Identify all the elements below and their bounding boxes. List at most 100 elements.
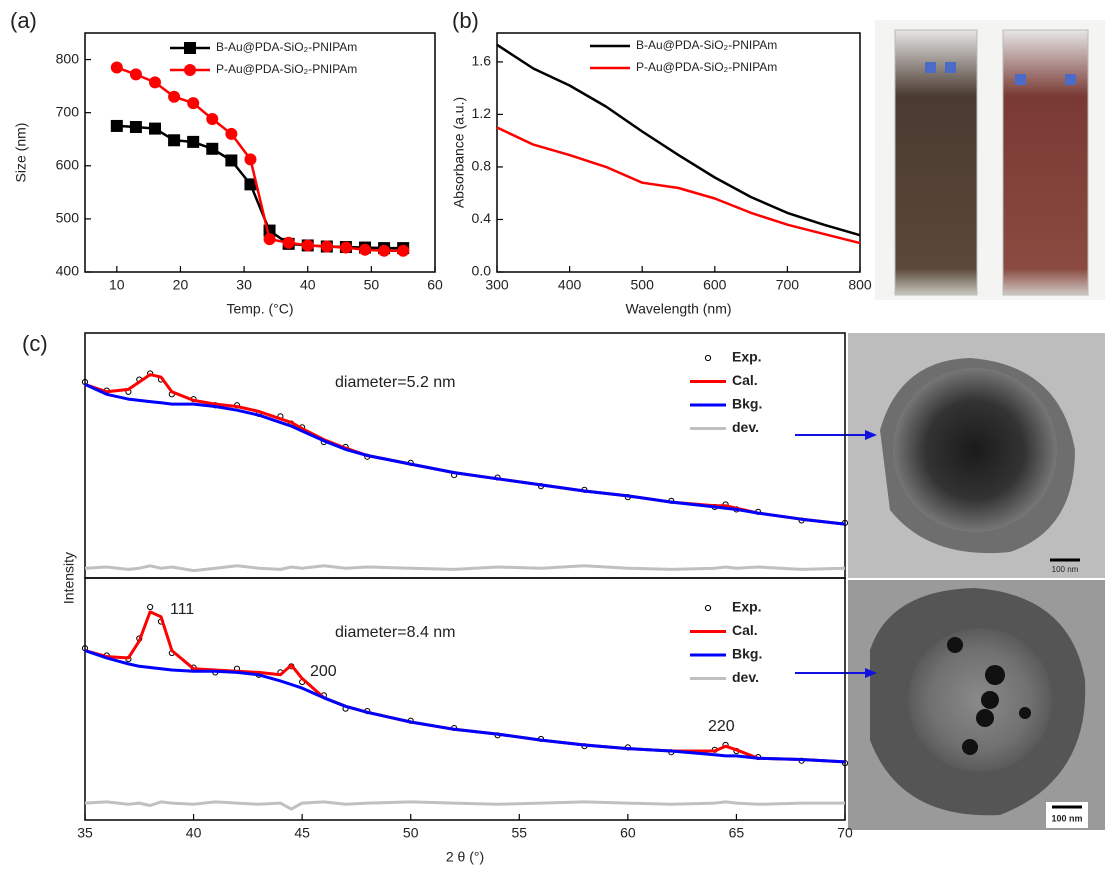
series-line [84,800,845,811]
legend-label: Bkg. [732,646,762,662]
x-tick-label: 20 [173,277,189,293]
annotation: diameter=5.2 nm [335,374,456,391]
x-tick-label: 45 [294,825,310,841]
series-line [84,383,846,526]
x-tick-label: 50 [364,277,380,293]
marker [244,153,257,166]
marker [184,42,196,54]
marker [129,121,142,134]
y-tick-label: 0.0 [472,263,492,279]
x-tick-label: 400 [558,277,582,293]
annotation: 200 [310,663,337,680]
marker [110,61,123,74]
series-line [116,124,404,250]
legend-label: Exp. [732,349,762,365]
marker [206,113,219,126]
cuvette [894,29,978,296]
legend-label: Cal. [732,622,758,638]
annotation: 111 [170,601,194,618]
chart: 0.0 0.4 0.8 1.2 1.6 300 400 500 600 700 800 (b) Wave… [451,8,872,317]
legend-label: P-Au@PDA-SiO₂-PNIPAm [216,62,357,76]
series-line [116,66,404,253]
particle-core [908,628,1052,772]
x-tick-label: 60 [427,277,443,293]
marker-square [1065,74,1076,85]
marker [282,236,295,249]
marker [339,241,352,254]
plot-frame [496,32,861,273]
marker [704,354,712,362]
marker-square [925,62,936,73]
marker [147,603,154,611]
x-tick-label: 30 [236,277,252,293]
legend-label: B-Au@PDA-SiO₂-PNIPAm [636,38,777,52]
legend-label: Bkg. [732,396,762,412]
marker [110,119,123,132]
marker-square [945,62,956,73]
y-axis-label: Size (nm) [13,123,29,183]
chart: 35 40 45 50 55 60 65 70 2 θ (°) diameter=8.4 nm 11… [77,577,853,865]
au-particle [962,739,978,755]
marker [187,97,200,110]
y-tick-label: 500 [56,210,80,226]
marker [168,90,181,103]
au-particle [1019,707,1031,719]
x-tick-label: 55 [511,825,527,841]
marker [149,76,161,89]
panel-label: (b) [452,8,479,33]
legend-label: P-Au@PDA-SiO₂-PNIPAm [636,60,777,74]
marker [225,154,238,167]
x-tick-label: 40 [300,277,316,293]
x-axis-label: 2 θ (°) [446,849,484,865]
marker [301,239,314,252]
marker [320,240,333,253]
legend-label: dev. [732,419,759,435]
legend-label: Cal. [732,372,758,388]
marker [187,135,200,148]
x-tick-label: 65 [729,825,745,841]
y-tick-label: 0.4 [472,210,492,226]
particle-core [893,368,1057,532]
scale-bar-label: 100 nm [1052,565,1079,574]
x-tick-label: 300 [485,277,509,293]
arrow-head [865,668,877,678]
marker [263,233,276,246]
y-axis-label: Absorbance (a.u.) [451,97,467,208]
series-line [496,43,861,237]
chart: (c) diameter=5.2 nm Exp. Cal. Bkg. dev. [22,331,849,579]
x-tick-label: 600 [703,277,727,293]
au-particle [976,709,994,727]
x-axis-label: Wavelength (nm) [625,301,731,317]
series-line [84,649,846,764]
marker [704,604,712,612]
series-line [496,126,861,245]
arrows [795,430,877,678]
tem-images: 100 nm 100 nm [848,333,1105,830]
chart: 400 500 600 700 800 10 20 30 40 50 60 (a) Temp. (°C)… [10,8,443,317]
x-tick-label: 50 [403,825,419,841]
x-tick-label: 60 [620,825,636,841]
x-tick-label: 40 [186,825,202,841]
marker [206,142,219,155]
legend-label: B-Au@PDA-SiO₂-PNIPAm [216,40,357,54]
y-tick-label: 400 [56,263,80,279]
x-tick-label: 800 [848,277,872,293]
x-axis-label: Temp. (°C) [226,301,293,317]
cuvette [1002,29,1089,296]
series-line [84,564,846,573]
marker [359,243,371,256]
au-particle [947,637,963,653]
y-tick-label: 600 [56,156,80,172]
marker [244,178,257,191]
legend-label: Exp. [732,599,762,615]
y-tick-label: 1.2 [472,105,492,121]
y-tick-label: 800 [56,50,80,66]
x-tick-label: 10 [109,277,125,293]
marker [397,244,410,257]
scale-bar-label: 100 nm [1051,813,1082,823]
y-tick-label: 700 [56,103,80,119]
au-particle [981,691,999,709]
au-particle [985,665,1005,685]
y-tick-label: 0.8 [472,158,492,174]
marker [168,134,181,147]
